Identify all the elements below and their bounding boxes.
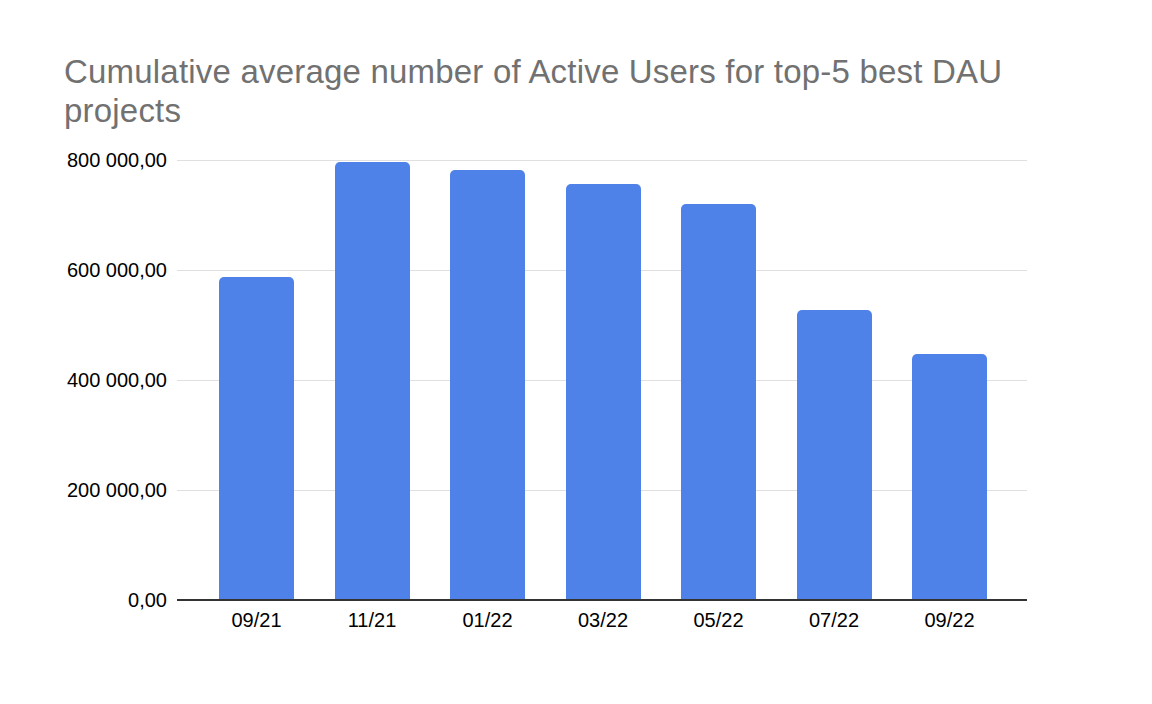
x-axis-line — [177, 599, 1027, 601]
bar-03/22 — [566, 184, 641, 600]
bar-09/22 — [912, 354, 987, 600]
x-axis-tick-label: 07/22 — [809, 609, 859, 632]
y-axis-tick-label: 600 000,00 — [67, 259, 167, 282]
bar-01/22 — [450, 170, 525, 600]
x-axis-tick-label: 05/22 — [693, 609, 743, 632]
x-axis-tick-label: 11/21 — [348, 609, 397, 632]
y-axis-tick-label: 800 000,00 — [67, 149, 167, 172]
plot-area: 0,00200 000,00400 000,00600 000,00800 00… — [177, 160, 1027, 600]
x-axis-tick-label: 03/22 — [578, 609, 628, 632]
chart-canvas: Cumulative average number of Active User… — [0, 0, 1152, 704]
y-axis-tick-label: 200 000,00 — [67, 479, 167, 502]
y-axis-tick-label: 0,00 — [128, 589, 167, 612]
bar-05/22 — [681, 204, 756, 600]
x-axis-tick-label: 01/22 — [462, 609, 512, 632]
chart-title: Cumulative average number of Active User… — [64, 52, 1054, 130]
y-gridline — [177, 160, 1027, 161]
x-axis-tick-label: 09/21 — [231, 609, 281, 632]
bar-11/21 — [335, 162, 410, 600]
bar-09/21 — [219, 277, 294, 600]
y-axis-tick-label: 400 000,00 — [67, 369, 167, 392]
x-axis-tick-label: 09/22 — [924, 609, 974, 632]
bar-07/22 — [797, 310, 872, 600]
